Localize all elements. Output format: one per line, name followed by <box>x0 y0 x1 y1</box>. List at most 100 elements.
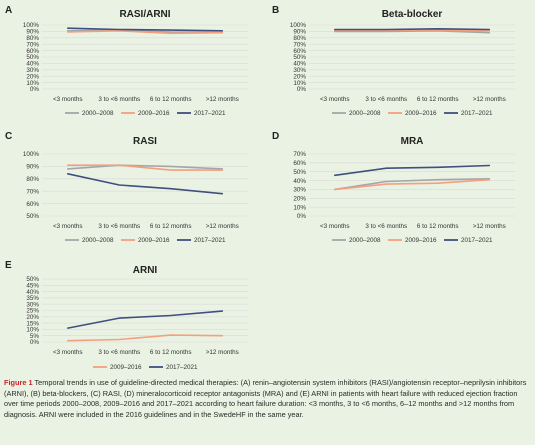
x-tick-label: <3 months <box>53 96 83 103</box>
y-tick-label: 40% <box>26 289 39 296</box>
y-tick-label: 40% <box>293 61 306 68</box>
y-tick-label: 10% <box>26 80 39 87</box>
y-tick-label: 50% <box>293 169 306 176</box>
x-tick-label: <3 months <box>53 223 83 230</box>
x-tick-label: >12 months <box>206 96 239 103</box>
y-tick-label: 5% <box>30 333 40 340</box>
series-line <box>334 177 491 191</box>
y-tick-label: 70% <box>293 41 306 48</box>
y-tick-label: 100% <box>23 22 40 29</box>
x-tick-label: 6 to 12 months <box>150 96 192 103</box>
y-tick-label: 35% <box>26 295 39 302</box>
x-tick-label: 3 to <6 months <box>98 96 140 103</box>
y-tick-label: 30% <box>293 67 306 74</box>
legend-label: 2009–2016 <box>405 110 437 117</box>
y-tick-label: 60% <box>26 201 39 208</box>
legend-label: 2017–2021 <box>194 237 226 244</box>
y-tick-label: 90% <box>26 164 39 171</box>
panel-b-letter: B <box>272 5 279 16</box>
y-tick-label: 20% <box>293 195 306 202</box>
legend-label: 2000–2008 <box>82 237 114 244</box>
y-tick-label: 100% <box>23 151 40 158</box>
x-tick-label: 3 to <6 months <box>98 223 140 230</box>
y-tick-label: 15% <box>26 320 39 327</box>
y-tick-label: 80% <box>26 35 39 42</box>
legend-label: 2009–2016 <box>138 237 170 244</box>
panel-d-chart: D MRA 0% 10% 20%30% 40% 50% 60% 70% <3 months 3 to… <box>272 131 515 244</box>
y-tick-label: 70% <box>26 41 39 48</box>
panel-a-letter: A <box>5 5 12 16</box>
x-tick-label: 3 to <6 months <box>365 96 407 103</box>
y-tick-label: 25% <box>26 308 39 315</box>
y-tick-label: 70% <box>26 188 39 195</box>
y-tick-label: 30% <box>26 301 39 308</box>
series-line <box>67 27 224 32</box>
y-tick-label: 45% <box>26 283 39 290</box>
series-line <box>67 164 224 171</box>
legend-label: 2017–2021 <box>461 237 493 244</box>
panel-c-title: RASI <box>133 136 157 147</box>
legend-label: 2017–2021 <box>166 364 198 371</box>
legend-label: 2009–2016 <box>138 110 170 117</box>
y-tick-label: 100% <box>290 22 307 29</box>
y-tick-label: 0% <box>30 339 40 346</box>
series-line <box>334 29 491 34</box>
x-tick-label: >12 months <box>206 349 239 356</box>
series-line <box>334 164 491 177</box>
y-tick-label: 0% <box>297 213 307 220</box>
y-tick-label: 70% <box>293 151 306 158</box>
y-tick-label: 60% <box>293 160 306 167</box>
panel-a-title: RASI/ARNI <box>119 9 170 20</box>
y-tick-label: 50% <box>26 213 39 220</box>
y-tick-label: 60% <box>293 48 306 55</box>
series-line <box>67 334 224 342</box>
x-tick-label: >12 months <box>473 96 506 103</box>
panel-a-chart: A RASI/ARNI 0%10%20%30%40%50%60%70%80%90%1… <box>5 5 248 117</box>
series-line <box>334 178 491 191</box>
y-tick-label: 20% <box>26 73 39 80</box>
panel-e-title: ARNI <box>133 265 158 276</box>
panel-b-chart: B Beta-blocker 0%10%20%30%40%50%60%70%80%9… <box>272 5 515 117</box>
y-tick-label: 20% <box>26 314 39 321</box>
panel-e-letter: E <box>5 260 12 271</box>
panel-e-chart: E ARNI 0%5%10%15%20%25%30%35%40%45%50% <3 m… <box>5 260 248 371</box>
y-tick-label: 20% <box>293 73 306 80</box>
y-tick-label: 50% <box>293 54 306 61</box>
x-tick-label: 3 to <6 months <box>98 349 140 356</box>
series-line <box>67 29 224 35</box>
x-tick-label: 6 to 12 months <box>417 96 459 103</box>
y-tick-label: 10% <box>26 327 39 334</box>
legend-label: 2009–2016 <box>110 364 142 371</box>
x-tick-label: 6 to 12 months <box>150 349 192 356</box>
x-tick-label: >12 months <box>473 223 506 230</box>
legend-label: 2000–2008 <box>349 110 381 117</box>
panel-d-letter: D <box>272 131 279 142</box>
y-tick-label: 0% <box>30 86 40 93</box>
legend-label: 2000–2008 <box>349 237 381 244</box>
y-tick-label: 40% <box>26 61 39 68</box>
y-tick-label: 30% <box>26 67 39 74</box>
y-tick-label: 40% <box>293 178 306 185</box>
series-line <box>334 27 491 31</box>
x-tick-label: 6 to 12 months <box>417 223 459 230</box>
figure-caption-label: Figure 1 <box>4 378 33 387</box>
panel-c-chart: C RASI 50% 60% 70% 80% 90% 100% <3 months 3 to <6… <box>5 131 248 244</box>
legend-label: 2017–2021 <box>461 110 493 117</box>
y-tick-label: 60% <box>26 48 39 55</box>
figure-caption: Figure 1 Temporal trends in use of guide… <box>4 378 531 420</box>
legend-label: 2017–2021 <box>194 110 226 117</box>
series-line <box>67 310 224 329</box>
y-tick-label: 50% <box>26 276 39 283</box>
series-line <box>67 164 224 170</box>
legend-label: 2009–2016 <box>405 237 437 244</box>
x-tick-label: <3 months <box>320 96 350 103</box>
panel-c-letter: C <box>5 131 12 142</box>
y-tick-label: 90% <box>293 29 306 36</box>
x-tick-label: <3 months <box>53 349 83 356</box>
y-tick-label: 90% <box>26 29 39 36</box>
y-tick-label: 80% <box>26 176 39 183</box>
series-line <box>67 172 224 195</box>
y-tick-label: 10% <box>293 204 306 211</box>
figure-caption-text: Temporal trends in use of guideline-dire… <box>4 378 527 419</box>
